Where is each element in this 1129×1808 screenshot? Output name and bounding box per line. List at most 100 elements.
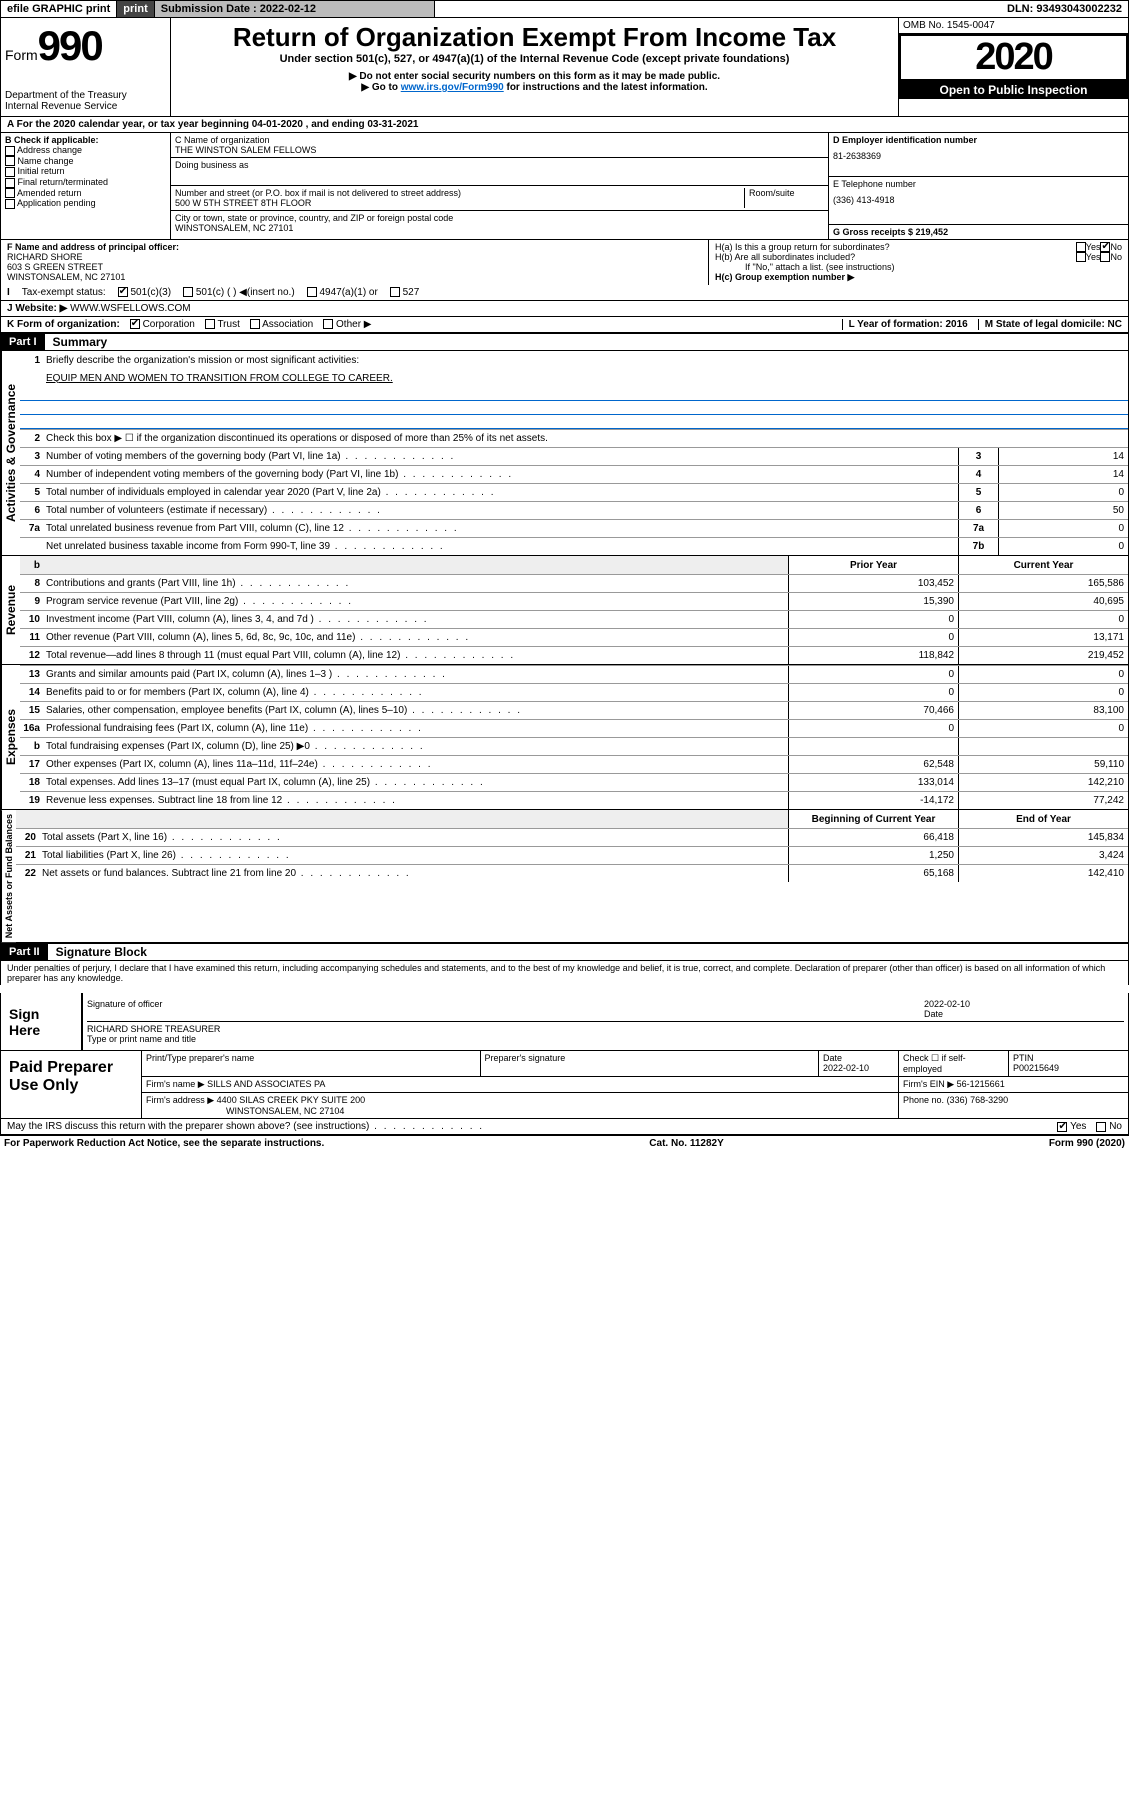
table-row: 21Total liabilities (Part X, line 26)1,2…	[16, 846, 1128, 864]
net-section: Net Assets or Fund Balances Beginning of…	[0, 810, 1129, 944]
irs-link[interactable]: www.irs.gov/Form990	[401, 82, 504, 93]
table-row: 7aTotal unrelated business revenue from …	[20, 519, 1128, 537]
box-h: H(a) Is this a group return for subordin…	[708, 240, 1128, 285]
sign-here-label: Sign Here	[1, 993, 81, 1050]
chk-final[interactable]: Final return/terminated	[5, 177, 166, 188]
chk-amended[interactable]: Amended return	[5, 188, 166, 199]
firm-name: SILLS AND ASSOCIATES PA	[207, 1079, 325, 1089]
ruled-line	[20, 387, 1128, 401]
hc-exemption: H(c) Group exemption number ▶	[715, 272, 1122, 283]
ruled-line	[20, 415, 1128, 429]
org-city: WINSTONSALEM, NC 27101	[175, 223, 824, 233]
chk-name[interactable]: Name change	[5, 156, 166, 167]
tax-year: 2020	[899, 34, 1128, 81]
hdr-beg: Beginning of Current Year	[788, 810, 958, 828]
efile-label: efile GRAPHIC print	[1, 1, 117, 17]
side-netassets: Net Assets or Fund Balances	[1, 810, 16, 942]
table-row: 9Program service revenue (Part VIII, lin…	[20, 592, 1128, 610]
form-subtitle: Under section 501(c), 527, or 4947(a)(1)…	[175, 53, 894, 65]
form-title: Return of Organization Exempt From Incom…	[175, 22, 894, 53]
info-section: B Check if applicable: Address change Na…	[0, 133, 1129, 239]
table-row: 12Total revenue—add lines 8 through 11 (…	[20, 646, 1128, 664]
table-row: 6Total number of volunteers (estimate if…	[20, 501, 1128, 519]
table-row: 3Number of voting members of the governi…	[20, 447, 1128, 465]
side-expenses: Expenses	[1, 665, 20, 809]
website: WWW.WSFELLOWS.COM	[70, 303, 191, 314]
hb-no[interactable]	[1100, 252, 1110, 262]
ha-no[interactable]	[1100, 242, 1110, 252]
chk-initial[interactable]: Initial return	[5, 166, 166, 177]
table-row: 16aProfessional fundraising fees (Part I…	[20, 719, 1128, 737]
chk-trust[interactable]	[205, 319, 215, 329]
penalty-text: Under penalties of perjury, I declare th…	[0, 961, 1129, 985]
box-j: J Website: ▶ WWW.WSFELLOWS.COM	[0, 301, 1129, 317]
box-b: B Check if applicable: Address change Na…	[1, 133, 171, 239]
hdr-end: End of Year	[958, 810, 1128, 828]
chk-501c[interactable]	[183, 287, 193, 297]
table-row: 22Net assets or fund balances. Subtract …	[16, 864, 1128, 882]
table-row: 4Number of independent voting members of…	[20, 465, 1128, 483]
rev-section: Revenue b Prior Year Current Year 8Contr…	[0, 556, 1129, 665]
instr-ssn: ▶ Do not enter social security numbers o…	[175, 71, 894, 82]
box-i: I Tax-exempt status: 501(c)(3) 501(c) ( …	[0, 285, 1129, 301]
preparer-section: Paid Preparer Use Only Print/Type prepar…	[0, 1051, 1129, 1119]
box-deg: D Employer identification number 81-2638…	[828, 133, 1128, 239]
footer: For Paperwork Reduction Act Notice, see …	[0, 1135, 1129, 1151]
table-row: 20Total assets (Part X, line 16)66,41814…	[16, 828, 1128, 846]
table-row: 8Contributions and grants (Part VIII, li…	[20, 574, 1128, 592]
discuss-yes[interactable]	[1057, 1122, 1067, 1132]
print-button[interactable]: print	[117, 1, 154, 17]
form-ref: Form 990 (2020)	[1049, 1138, 1125, 1149]
chk-corp[interactable]	[130, 319, 140, 329]
org-address: 500 W 5TH STREET 8TH FLOOR	[175, 198, 744, 208]
side-revenue: Revenue	[1, 556, 20, 664]
sign-section: Sign Here Signature of officer 2022-02-1…	[0, 993, 1129, 1051]
gross-receipts: G Gross receipts $ 219,452	[829, 225, 1128, 239]
ptin: P00215649	[1013, 1063, 1059, 1073]
ein: 81-2638369	[833, 151, 1124, 161]
officer-typed: RICHARD SHORE TREASURER	[87, 1024, 220, 1034]
chk-assoc[interactable]	[250, 319, 260, 329]
ruled-line	[20, 401, 1128, 415]
officer-name: RICHARD SHORE	[7, 252, 702, 262]
hdr-curr: Current Year	[958, 556, 1128, 574]
side-governance: Activities & Governance	[1, 351, 20, 555]
chk-4947[interactable]	[307, 287, 317, 297]
part1-header: Part I Summary	[0, 334, 1129, 351]
tax-period: A For the 2020 calendar year, or tax yea…	[0, 117, 1129, 133]
firm-ein: 56-1215661	[957, 1079, 1005, 1089]
chk-527[interactable]	[390, 287, 400, 297]
firm-phone: (336) 768-3290	[947, 1095, 1009, 1105]
table-row: 14Benefits paid to or for members (Part …	[20, 683, 1128, 701]
discuss-row: May the IRS discuss this return with the…	[0, 1119, 1129, 1135]
table-row: 13Grants and similar amounts paid (Part …	[20, 665, 1128, 683]
part2-header: Part II Signature Block	[0, 944, 1129, 961]
chk-501c3[interactable]	[118, 287, 128, 297]
instr-link: ▶ Go to www.irs.gov/Form990 for instruct…	[175, 82, 894, 93]
box-klm: K Form of organization: Corporation Trus…	[0, 317, 1129, 334]
table-row: 11Other revenue (Part VIII, column (A), …	[20, 628, 1128, 646]
table-row: 19Revenue less expenses. Subtract line 1…	[20, 791, 1128, 809]
hb-yes[interactable]	[1076, 252, 1086, 262]
dept-treasury: Department of the Treasury	[5, 90, 166, 101]
table-row: bTotal fundraising expenses (Part IX, co…	[20, 737, 1128, 755]
chk-address[interactable]: Address change	[5, 145, 166, 156]
phone: (336) 413-4918	[833, 195, 1124, 205]
gov-section: Activities & Governance 1 Briefly descri…	[0, 351, 1129, 556]
ha-yes[interactable]	[1076, 242, 1086, 252]
omb-number: OMB No. 1545-0047	[899, 18, 1128, 34]
discuss-no[interactable]	[1096, 1122, 1106, 1132]
table-row: Net unrelated business taxable income fr…	[20, 537, 1128, 555]
chk-pending[interactable]: Application pending	[5, 198, 166, 209]
box-f: F Name and address of principal officer:…	[1, 240, 708, 285]
mission: EQUIP MEN AND WOMEN TO TRANSITION FROM C…	[44, 373, 1128, 384]
state-domicile: M State of legal domicile: NC	[978, 319, 1122, 330]
chk-other[interactable]	[323, 319, 333, 329]
open-public: Open to Public Inspection	[899, 81, 1128, 99]
form-header: Form990 Department of the Treasury Inter…	[0, 18, 1129, 117]
room-suite: Room/suite	[744, 188, 824, 208]
box-c: C Name of organization THE WINSTON SALEM…	[171, 133, 828, 239]
org-name: THE WINSTON SALEM FELLOWS	[175, 145, 824, 155]
form-number: Form990	[5, 22, 166, 70]
year-formation: L Year of formation: 2016	[842, 319, 968, 330]
